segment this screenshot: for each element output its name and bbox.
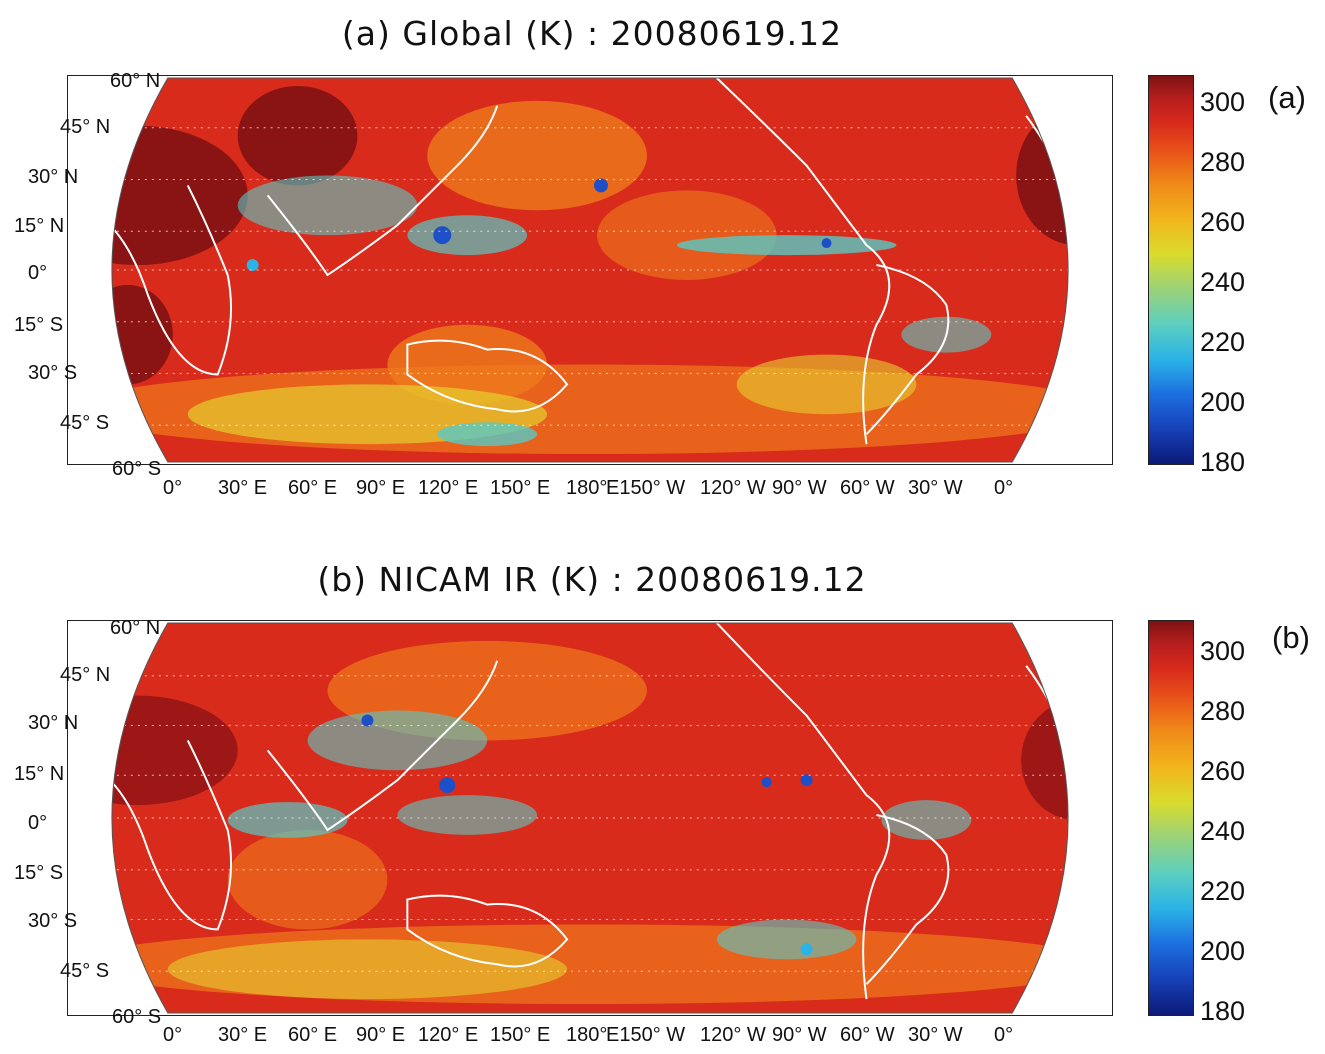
panel-a-lon-60e: 60° E xyxy=(288,477,338,499)
panel-a-lon-180: 180° xyxy=(566,477,608,499)
panel-b-lon-150w: E150° W xyxy=(606,1024,686,1046)
panel-a-lon-150e: 150° E xyxy=(490,477,551,499)
panel-b-lon-30e: 30° E xyxy=(218,1024,268,1046)
panel-b-cb-240: 240 xyxy=(1200,816,1246,846)
panel-a-lat-0: 0° xyxy=(28,262,48,284)
panel-a-lon-90e: 90° E xyxy=(356,477,406,499)
panel-b-lon-0: 0° xyxy=(163,1024,183,1046)
panel-b-lat-30s: 30° S xyxy=(28,910,78,932)
panel-a-lat-15n: 15° N xyxy=(14,215,65,237)
panel-a-title: (a) Global (K) : 20080619.12 xyxy=(341,14,843,53)
panel-b-lat-0: 0° xyxy=(28,812,48,834)
panel-b-lon-30w: 30° W xyxy=(908,1024,963,1046)
panel-a-map-svg xyxy=(111,77,1069,463)
panel-b-colorbar xyxy=(1148,620,1194,1016)
panel-a-lat-60n: 60° N xyxy=(110,70,161,92)
panel-b-cb-300: 300 xyxy=(1200,636,1246,666)
panel-a-lat-45s: 45° S xyxy=(60,412,110,434)
panel-b-lat-15n: 15° N xyxy=(14,763,65,785)
panel-b-lat-60n: 60° N xyxy=(110,617,161,639)
panel-a-lon-150w: E150° W xyxy=(606,477,686,499)
panel-a-lon-30w: 30° W xyxy=(908,477,963,499)
panel-b-letter: (b) xyxy=(1272,620,1310,655)
panel-a-lon-0-end: 0° xyxy=(994,477,1014,499)
panel-a-lat-60s: 60° S xyxy=(112,458,162,480)
panel-b-lat-15s: 15° S xyxy=(14,862,64,884)
panel-b-lon-0-end: 0° xyxy=(994,1024,1014,1046)
panel-b-map-svg xyxy=(111,622,1069,1014)
panel-b-cb-180: 180 xyxy=(1200,996,1246,1026)
panel-b-lon-120w: 120° W xyxy=(700,1024,766,1046)
panel-a-colorbar xyxy=(1148,75,1194,465)
panel-a-cb-260: 260 xyxy=(1200,207,1246,237)
panel-a-cb-200: 200 xyxy=(1200,387,1246,417)
panel-b-lon-90e: 90° E xyxy=(356,1024,406,1046)
panel-a-lon-120e: 120° E xyxy=(418,477,479,499)
panel-a-lat-15s: 15° S xyxy=(14,314,64,336)
panel-a-lon-60w: 60° W xyxy=(840,477,895,499)
panel-a-lon-30e: 30° E xyxy=(218,477,268,499)
panel-a-lon-0: 0° xyxy=(163,477,183,499)
panel-a-cb-300: 300 xyxy=(1200,87,1246,117)
panel-b-title: (b) NICAM IR (K) : 20080619.12 xyxy=(317,560,867,599)
panel-a-cb-240: 240 xyxy=(1200,267,1246,297)
panel-a-cb-220: 220 xyxy=(1200,327,1246,357)
panel-b-lat-45s: 45° S xyxy=(60,960,110,982)
panel-a-lon-90w: 90° W xyxy=(772,477,827,499)
panel-b-cb-280: 280 xyxy=(1200,696,1246,726)
panel-a-lat-30s: 30° S xyxy=(28,362,78,384)
panel-b-lon-150e: 150° E xyxy=(490,1024,551,1046)
panel-a-lon-120w: 120° W xyxy=(700,477,766,499)
panel-b-cb-220: 220 xyxy=(1200,876,1246,906)
panel-a-cb-180: 180 xyxy=(1200,447,1246,477)
panel-b-lat-30n: 30° N xyxy=(28,712,79,734)
panel-b-lon-60w: 60° W xyxy=(840,1024,895,1046)
panel-b-map xyxy=(67,620,1113,1016)
panel-b-lon-60e: 60° E xyxy=(288,1024,338,1046)
panel-b-lon-180: 180° xyxy=(566,1024,608,1046)
panel-a-map xyxy=(67,75,1113,465)
panel-b-lat-60s: 60° S xyxy=(112,1006,162,1028)
panel-a-lat-30n: 30° N xyxy=(28,166,79,188)
panel-b-lon-120e: 120° E xyxy=(418,1024,479,1046)
panel-b-cb-260: 260 xyxy=(1200,756,1246,786)
panel-b-lat-45n: 45° N xyxy=(60,664,111,686)
panel-b-cb-200: 200 xyxy=(1200,936,1246,966)
panel-a-lat-45n: 45° N xyxy=(60,116,111,138)
panel-a-cb-280: 280 xyxy=(1200,147,1246,177)
panel-b-lon-90w: 90° W xyxy=(772,1024,827,1046)
panel-a-letter: (a) xyxy=(1268,80,1306,115)
